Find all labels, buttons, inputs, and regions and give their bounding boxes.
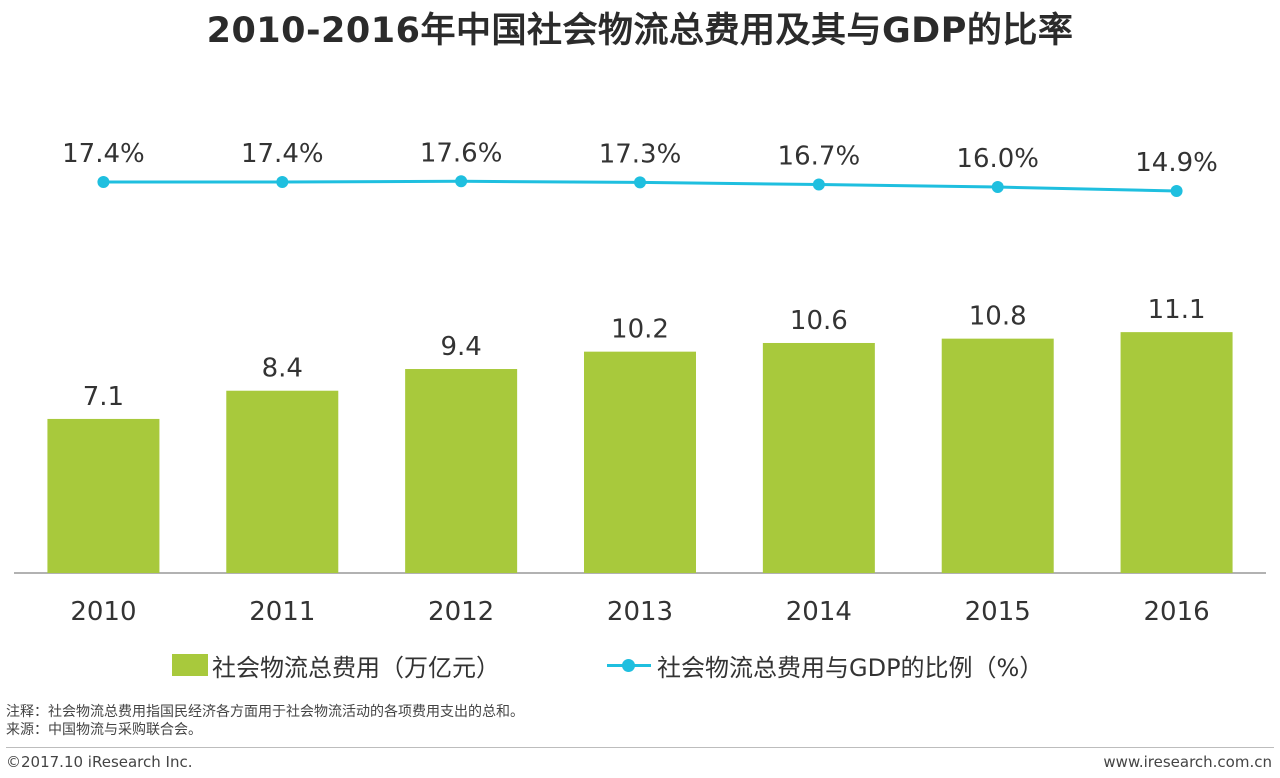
- bar-2012: [405, 369, 518, 573]
- bar-label-2010: 7.1: [83, 382, 124, 412]
- ratio-point-2016: [1170, 185, 1183, 197]
- bar-label-2015: 10.8: [969, 302, 1027, 332]
- legend-bar-label: 社会物流总费用（万亿元）: [212, 653, 500, 682]
- note-text: 注释：社会物流总费用指国民经济各方面用于社会物流活动的各项费用支出的总和。: [6, 704, 524, 720]
- bar-2015: [941, 338, 1054, 573]
- bar-label-2011: 8.4: [262, 354, 303, 384]
- bar-label-2013: 10.2: [611, 315, 669, 345]
- ratio-label-2011: 17.4%: [241, 139, 324, 169]
- source-text: 来源：中国物流与采购联合会。: [6, 722, 202, 738]
- legend-item-line: 社会物流总费用与GDP的比例（%）: [607, 645, 1043, 685]
- notes: 注释：社会物流总费用指国民经济各方面用于社会物流活动的各项费用支出的总和。 来源…: [6, 703, 524, 739]
- ratio-point-2015: [991, 181, 1004, 194]
- x-tick-2011: 2011: [249, 597, 315, 627]
- bar-2013: [584, 351, 696, 573]
- ratio-label-2010: 17.4%: [62, 139, 145, 169]
- x-tick-2016: 2016: [1143, 597, 1209, 627]
- x-tick-2014: 2014: [786, 597, 852, 627]
- x-tick-2010: 2010: [70, 597, 136, 627]
- ratio-point-2012: [455, 175, 468, 188]
- ratio-label-2012: 17.6%: [420, 138, 503, 168]
- ratio-label-2016: 14.9%: [1135, 148, 1218, 178]
- ratio-point-2011: [276, 176, 289, 188]
- bar-2016: [1120, 332, 1233, 573]
- ratio-label-2014: 16.7%: [778, 142, 861, 172]
- legend-line-label: 社会物流总费用与GDP的比例（%）: [657, 653, 1044, 682]
- ratio-label-2013: 17.3%: [599, 139, 682, 169]
- chart-title: 2010-2016年中国社会物流总费用及其与GDP的比率: [206, 11, 1074, 51]
- bar-2014: [762, 342, 875, 573]
- ratio-point-2010: [97, 176, 110, 188]
- bar-2011: [226, 390, 339, 573]
- bar-label-2016: 11.1: [1148, 295, 1206, 325]
- bar-label-2012: 9.4: [440, 332, 481, 362]
- legend: 社会物流总费用（万亿元） 社会物流总费用与GDP的比例（%）: [0, 645, 1280, 685]
- footer-url: www.iresearch.com.cn: [1103, 753, 1272, 771]
- legend-item-bar: 社会物流总费用（万亿元）: [172, 645, 500, 685]
- bar-label-2014: 10.6: [790, 306, 848, 336]
- x-tick-2013: 2013: [607, 597, 673, 627]
- x-tick-2012: 2012: [428, 597, 494, 627]
- copyright: ©2017.10 iResearch Inc.: [6, 753, 193, 771]
- ratio-point-2014: [812, 178, 825, 191]
- x-tick-2015: 2015: [965, 597, 1031, 627]
- legend-bar-swatch: [172, 654, 208, 676]
- footer-divider: [6, 747, 1274, 748]
- bar-2010: [47, 418, 160, 573]
- ratio-point-2013: [634, 176, 646, 189]
- combo-chart: 7.1 2010 8.4 2011 9.4 2012 10.2 2013 10.6 2014 10.…: [14, 138, 1266, 627]
- legend-line-swatch: [607, 654, 651, 676]
- ratio-label-2015: 16.0%: [956, 144, 1039, 174]
